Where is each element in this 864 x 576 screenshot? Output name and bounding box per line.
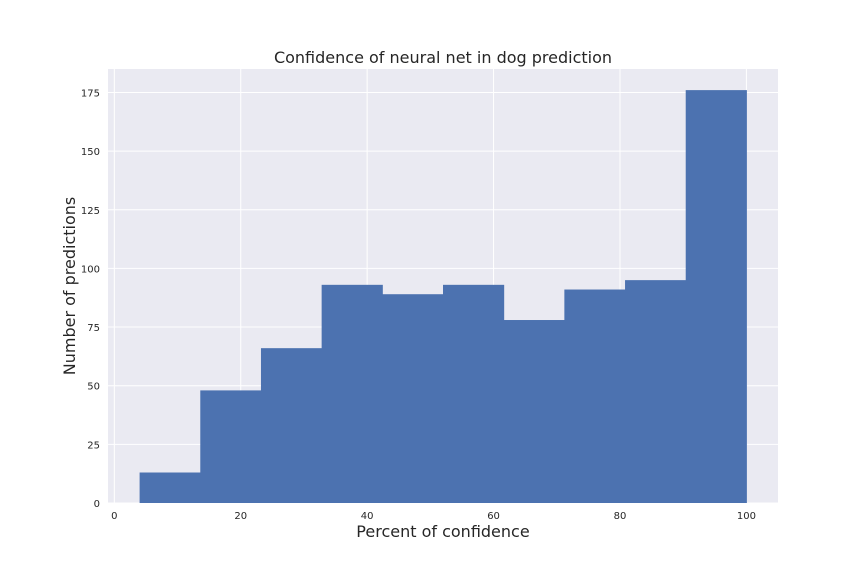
y-tick-labels: 0 25 50 75 100 125 150 175 [81,88,100,510]
histogram-bar [443,284,505,503]
x-tick-label: 60 [487,511,500,522]
chart-title: Confidence of neural net in dog predicti… [274,48,612,67]
histogram-bar [200,390,262,503]
y-tick-label: 100 [81,264,100,275]
histogram-bar [382,294,444,503]
histogram-bar [503,320,565,503]
histogram-bar [260,348,323,503]
x-tick-label: 0 [111,511,117,522]
x-tick-labels: 0 20 40 60 80 100 [111,511,756,522]
histogram-bar [625,280,687,503]
bars-layer [139,90,747,503]
histogram-bar [139,472,201,503]
x-tick-label: 40 [361,511,374,522]
y-tick-label: 175 [81,88,100,99]
histogram-bar [685,90,747,503]
x-tick-label: 100 [737,511,756,522]
x-axis-label: Percent of confidence [356,522,529,541]
y-tick-label: 0 [94,499,100,510]
x-tick-label: 80 [614,511,627,522]
y-tick-label: 75 [87,323,100,334]
y-axis-label: Number of predictions [60,197,79,375]
y-tick-label: 150 [81,147,100,158]
x-tick-label: 20 [234,511,247,522]
y-tick-label: 25 [87,440,100,451]
y-tick-label: 50 [87,382,100,393]
y-tick-label: 125 [81,206,100,217]
histogram-bar [321,284,383,503]
histogram-bar [564,289,626,503]
